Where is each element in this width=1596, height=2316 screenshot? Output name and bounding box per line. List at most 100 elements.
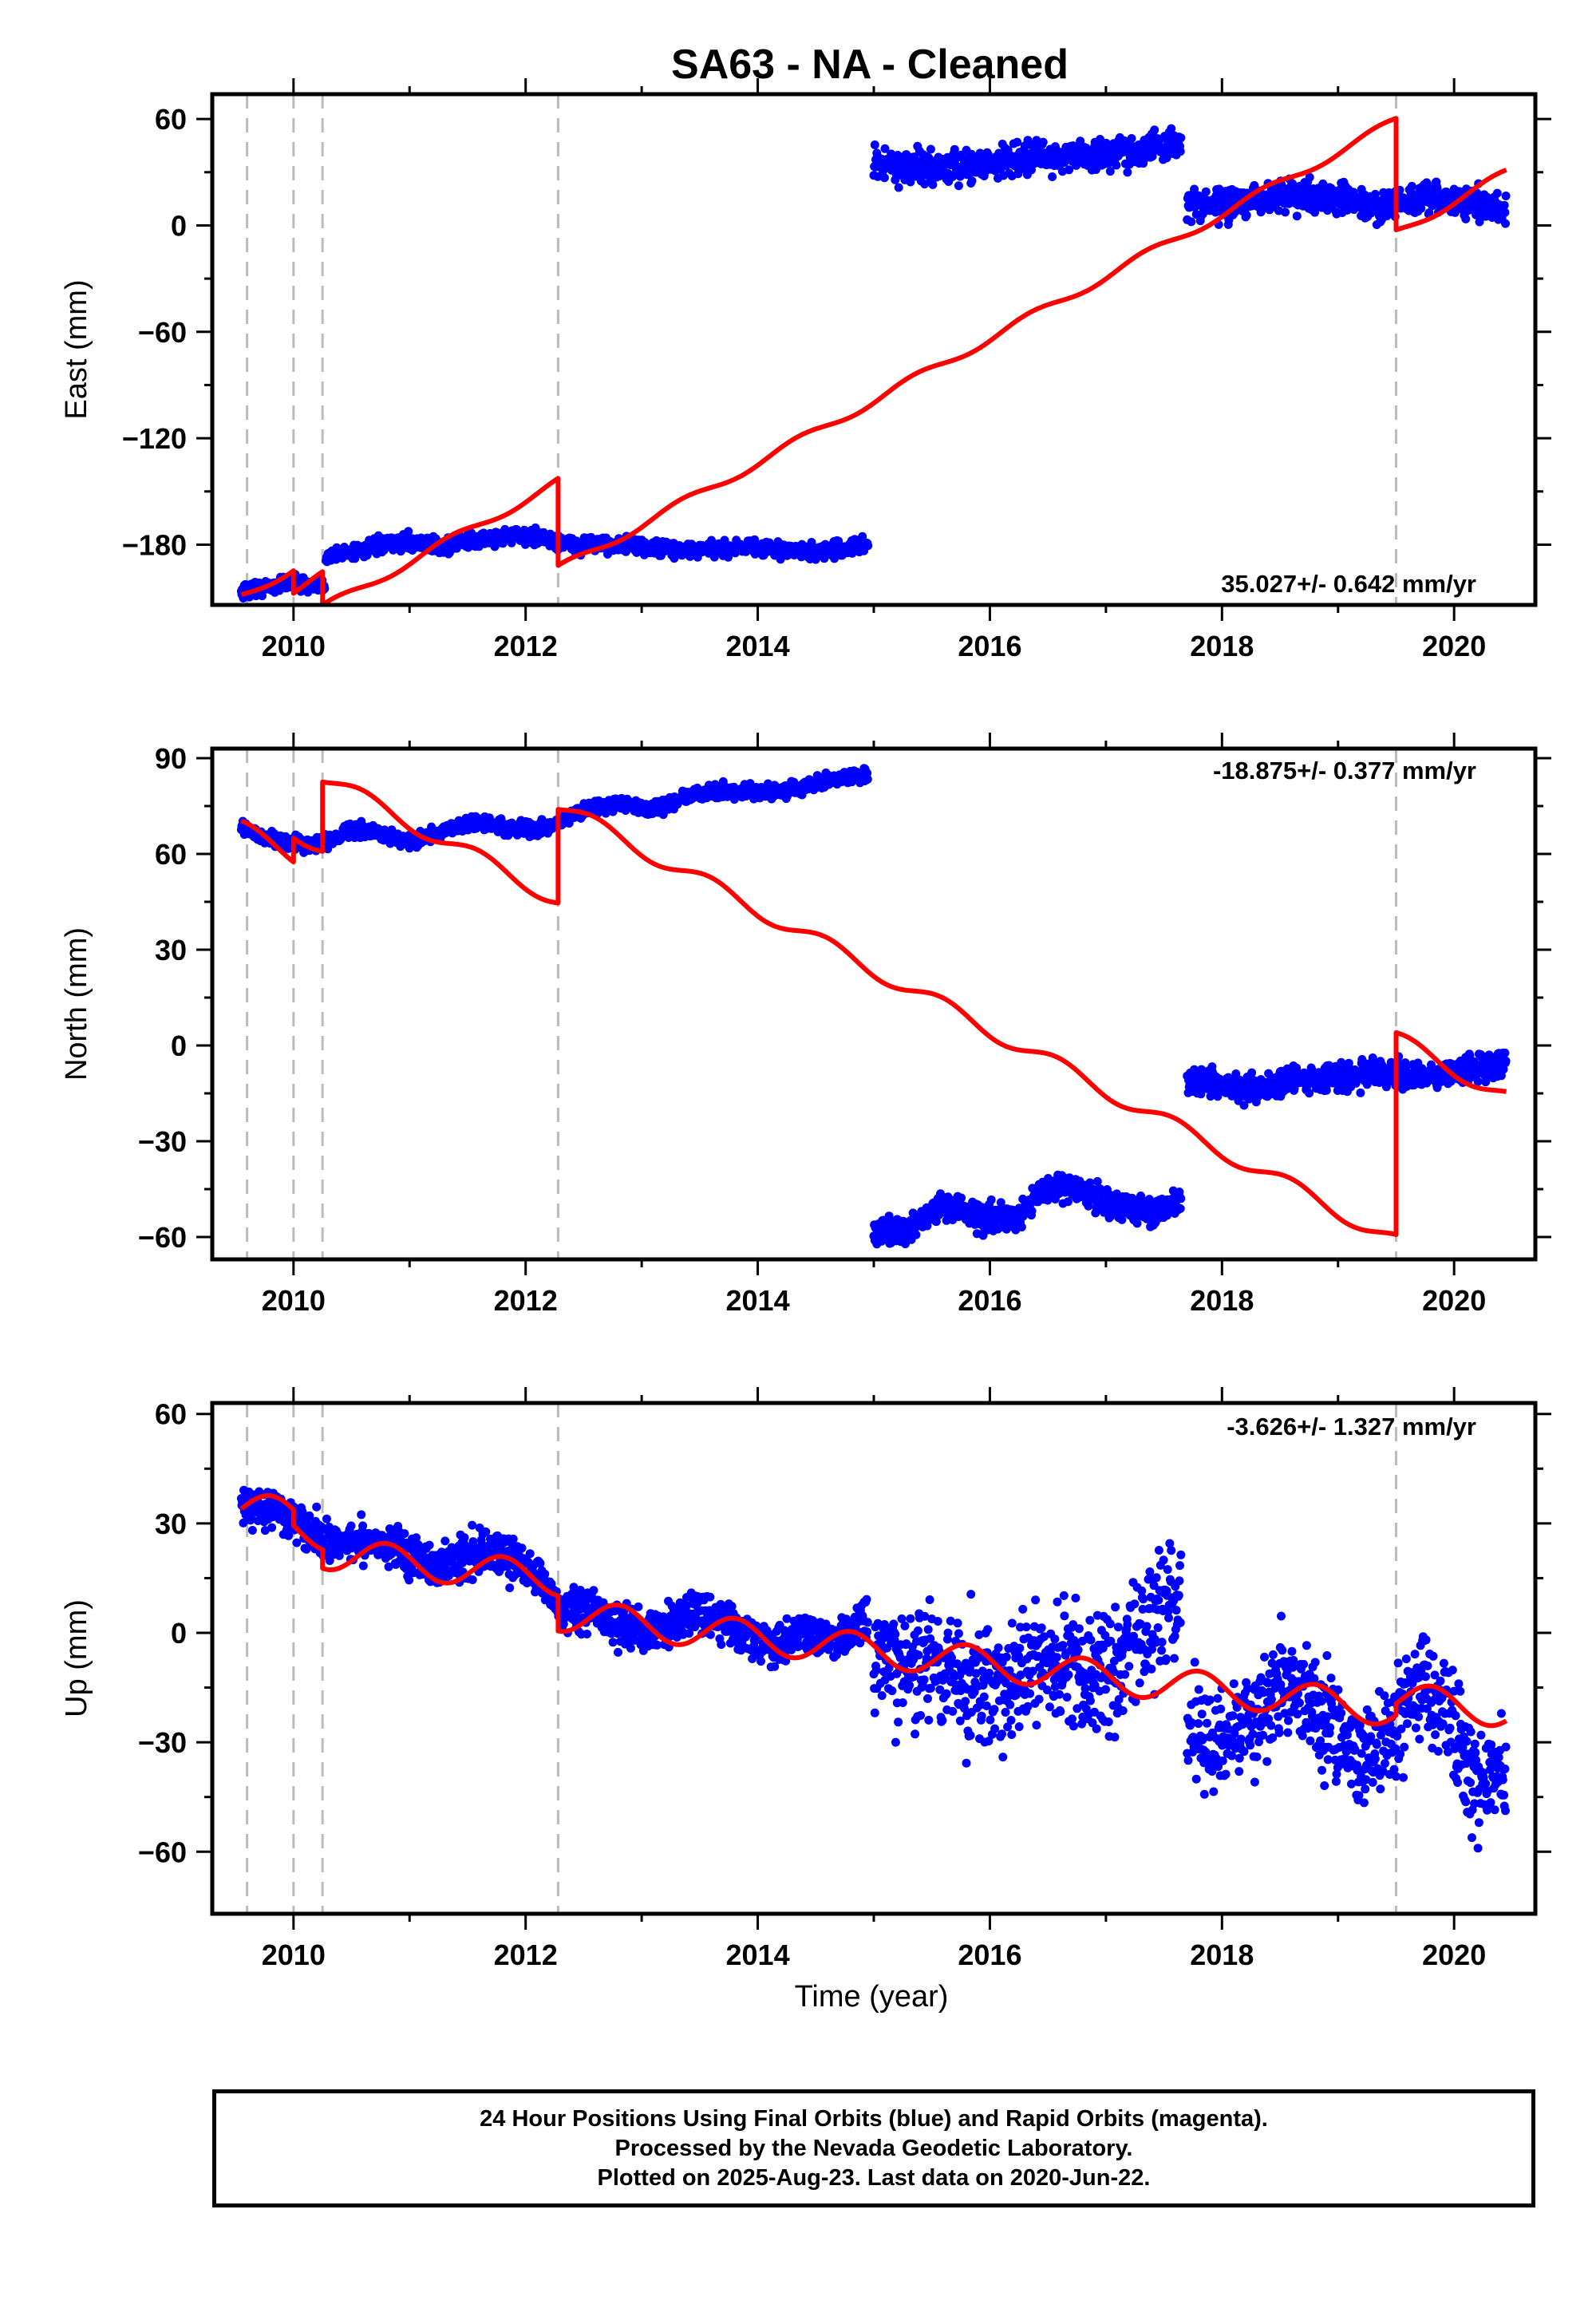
data-point bbox=[996, 1198, 1005, 1207]
data-point bbox=[1197, 1065, 1206, 1074]
data-point bbox=[873, 172, 883, 181]
x-tick-label: 2016 bbox=[958, 630, 1021, 662]
data-point bbox=[870, 140, 879, 149]
data-point bbox=[1132, 1219, 1142, 1228]
panel-2: 2010 2012 2014 2016 2018 20209060300−30−60Nor… bbox=[60, 733, 1551, 1317]
y-tick-label: 0 bbox=[171, 209, 187, 242]
data-point bbox=[1057, 167, 1067, 176]
data-point bbox=[1407, 181, 1416, 191]
data-point bbox=[1027, 165, 1036, 175]
data-point bbox=[879, 173, 889, 183]
data-point bbox=[1242, 211, 1251, 220]
data-point bbox=[1239, 1101, 1249, 1110]
data-point bbox=[404, 527, 413, 536]
x-tick-label: 2014 bbox=[726, 630, 790, 662]
data-point bbox=[1092, 1176, 1102, 1186]
data-point bbox=[776, 555, 785, 564]
y-tick-label: −120 bbox=[122, 422, 187, 455]
data-point bbox=[863, 774, 872, 784]
data-point bbox=[1117, 1215, 1127, 1224]
data-point bbox=[1175, 1203, 1185, 1213]
rate-label: 35.027+/- 0.642 mm/yr bbox=[1221, 570, 1476, 598]
data-point bbox=[1123, 168, 1132, 177]
y-axis-label: East (mm) bbox=[60, 279, 93, 419]
data-point bbox=[967, 176, 977, 186]
data-point bbox=[1305, 1089, 1314, 1098]
data-point bbox=[1427, 1060, 1436, 1069]
data-points bbox=[236, 764, 1511, 1249]
data-point bbox=[906, 177, 915, 187]
x-tick-label: 2012 bbox=[494, 630, 558, 662]
data-point bbox=[894, 183, 903, 192]
data-point bbox=[1013, 137, 1022, 147]
data-point bbox=[1190, 184, 1199, 194]
data-point bbox=[924, 153, 934, 163]
data-point bbox=[863, 541, 873, 551]
model-line bbox=[239, 116, 1508, 605]
data-point bbox=[1422, 180, 1432, 189]
data-point bbox=[1424, 208, 1434, 218]
data-point bbox=[1501, 219, 1510, 228]
data-point bbox=[1281, 207, 1290, 217]
data-point bbox=[1475, 217, 1484, 227]
x-tick-label: 2018 bbox=[1190, 630, 1254, 662]
data-point bbox=[1481, 211, 1491, 221]
data-point bbox=[880, 144, 890, 153]
data-point bbox=[1063, 1197, 1073, 1207]
data-point bbox=[1167, 124, 1176, 133]
data-point bbox=[1201, 187, 1211, 196]
x-tick-label: 2020 bbox=[1422, 630, 1486, 662]
panel-1: 2010 2012 2014 2016 2018 2020 60 0 −60 −120 −180 Ea… bbox=[60, 78, 1551, 662]
panels: 2010 2012 2014 2016 2018 2020 60 0 −60 −120 −180 Ea… bbox=[60, 78, 1551, 1971]
data-point bbox=[954, 181, 963, 191]
data-point bbox=[1027, 1206, 1037, 1215]
data-point bbox=[1290, 1084, 1299, 1093]
y-tick-label: −180 bbox=[122, 528, 187, 561]
y-axis: 60 0 −60 −120 −180 bbox=[122, 103, 1551, 561]
data-point bbox=[1048, 172, 1057, 181]
data-point bbox=[1176, 1194, 1186, 1203]
data-point bbox=[1310, 207, 1320, 217]
data-point bbox=[1500, 207, 1510, 217]
x-axis: 2010 2012 2014 2016 2018 2020 bbox=[262, 78, 1486, 662]
data-point bbox=[1484, 1050, 1494, 1060]
data-point bbox=[1499, 200, 1509, 210]
data-point bbox=[1175, 147, 1185, 156]
data-point bbox=[1274, 206, 1283, 215]
y-tick-label: −60 bbox=[138, 316, 187, 349]
data-point bbox=[1416, 204, 1426, 213]
data-point bbox=[957, 1193, 966, 1203]
data-point bbox=[1072, 160, 1081, 170]
x-tick-label: 2010 bbox=[262, 630, 326, 662]
data-point bbox=[1292, 211, 1302, 221]
chart-title: SA63 - NA - Cleaned bbox=[671, 41, 1069, 88]
data-points bbox=[236, 124, 1511, 603]
data-point bbox=[920, 180, 930, 189]
data-point bbox=[1321, 1085, 1331, 1095]
data-point bbox=[1127, 134, 1136, 143]
data-point bbox=[1501, 192, 1511, 200]
data-point bbox=[1084, 1201, 1093, 1211]
data-point bbox=[1356, 1088, 1365, 1097]
data-point bbox=[1247, 1068, 1257, 1077]
plot-area bbox=[236, 94, 1511, 605]
data-point bbox=[1473, 1077, 1483, 1086]
data-point bbox=[1432, 184, 1442, 193]
data-point bbox=[928, 180, 938, 189]
data-point bbox=[1370, 189, 1380, 199]
data-point bbox=[884, 1211, 894, 1221]
data-point bbox=[1038, 137, 1048, 147]
data-point bbox=[911, 1230, 921, 1239]
data-point bbox=[1017, 1223, 1026, 1231]
data-point bbox=[986, 1195, 996, 1204]
data-point bbox=[1065, 165, 1074, 175]
data-point bbox=[1105, 167, 1115, 176]
data-point bbox=[1461, 214, 1471, 223]
y-tick-label: 60 bbox=[155, 103, 187, 136]
data-point bbox=[1492, 188, 1502, 198]
plot-area bbox=[236, 749, 1511, 1259]
data-point bbox=[902, 150, 911, 160]
data-point bbox=[926, 144, 935, 154]
data-point bbox=[1305, 172, 1314, 182]
